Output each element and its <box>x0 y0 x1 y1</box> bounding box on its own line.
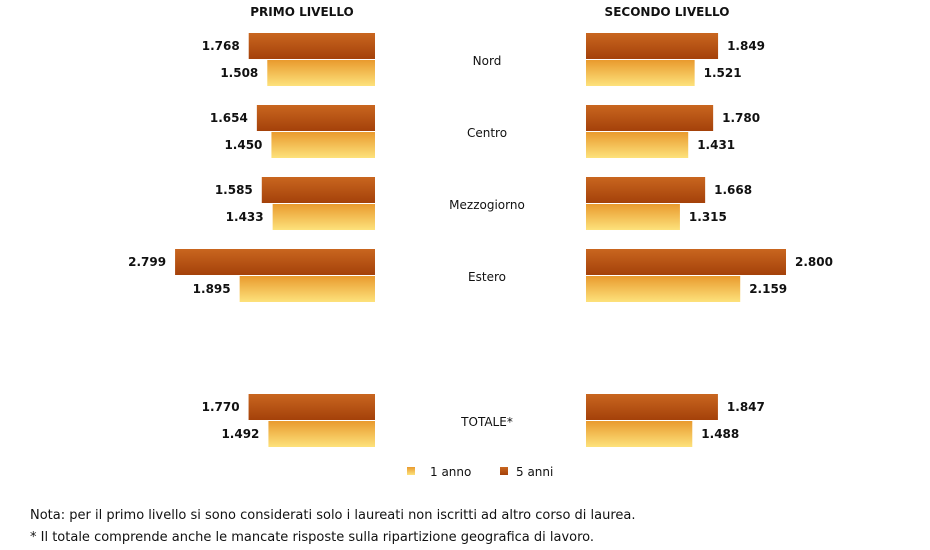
bar-secondo-5-anni-mezzogiorno <box>586 177 706 203</box>
bar-secondo-1-anno-estero <box>586 276 741 302</box>
label-secondo-5-anni-estero: 2.800 <box>795 255 833 269</box>
category-label-estero: Estero <box>468 270 506 284</box>
bar-primo-5-anni-centro <box>256 105 375 131</box>
category-label-centro: Centro <box>467 126 507 140</box>
label-secondo-1-anno-totale: 1.488 <box>701 427 739 441</box>
bar-secondo-5-anni-estero <box>586 249 786 275</box>
footnote-totale: * Il totale comprende anche le mancate r… <box>30 530 595 545</box>
label-primo-5-anni-centro: 1.654 <box>210 111 248 125</box>
bar-primo-1-anno-nord <box>267 60 375 86</box>
bar-secondo-1-anno-mezzogiorno <box>586 204 680 230</box>
bar-primo-5-anni-mezzogiorno <box>261 177 375 203</box>
label-primo-1-anno-totale: 1.492 <box>221 427 259 441</box>
bar-primo-1-anno-centro <box>271 132 375 158</box>
label-secondo-5-anni-mezzogiorno: 1.668 <box>714 183 752 197</box>
bar-secondo-5-anni-nord <box>586 33 719 59</box>
panel-title-primo: PRIMO LIVELLO <box>250 5 353 19</box>
bar-primo-5-anni-totale <box>248 394 375 420</box>
bar-primo-5-anni-nord <box>248 33 375 59</box>
label-secondo-5-anni-totale: 1.847 <box>727 400 765 414</box>
category-label-nord: Nord <box>473 54 502 68</box>
category-label-totale: TOTALE* <box>460 415 513 429</box>
label-secondo-5-anni-nord: 1.849 <box>727 39 765 53</box>
label-primo-1-anno-mezzogiorno: 1.433 <box>226 210 264 224</box>
panel-title-secondo: SECONDO LIVELLO <box>605 5 730 19</box>
bar-secondo-1-anno-nord <box>586 60 695 86</box>
label-secondo-1-anno-mezzogiorno: 1.315 <box>689 210 727 224</box>
bar-primo-5-anni-estero <box>175 249 375 275</box>
bar-secondo-1-anno-totale <box>586 421 693 447</box>
legend-label-1-anno: 1 anno <box>430 465 471 479</box>
bar-primo-1-anno-mezzogiorno <box>272 204 375 230</box>
bar-secondo-1-anno-centro <box>586 132 689 158</box>
footnote-nota: Nota: per il primo livello si sono consi… <box>30 508 636 523</box>
bar-primo-1-anno-totale <box>268 421 375 447</box>
label-primo-1-anno-centro: 1.450 <box>224 138 262 152</box>
bar-secondo-5-anni-centro <box>586 105 714 131</box>
label-secondo-1-anno-centro: 1.431 <box>697 138 735 152</box>
label-primo-1-anno-estero: 1.895 <box>193 282 231 296</box>
bar-secondo-5-anni-totale <box>586 394 718 420</box>
legend-swatch-5-anni <box>500 467 508 475</box>
label-secondo-1-anno-nord: 1.521 <box>704 66 742 80</box>
category-label-mezzogiorno: Mezzogiorno <box>449 198 525 212</box>
label-primo-1-anno-nord: 1.508 <box>220 66 258 80</box>
legend-label-5-anni: 5 anni <box>516 465 553 479</box>
label-primo-5-anni-estero: 2.799 <box>128 255 166 269</box>
label-secondo-5-anni-centro: 1.780 <box>722 111 760 125</box>
label-secondo-1-anno-estero: 2.159 <box>749 282 787 296</box>
legend-swatch-1-anno <box>407 467 415 475</box>
bar-chart: PRIMO LIVELLO SECONDO LIVELLO 1.768 1.849… <box>128 5 833 479</box>
label-primo-5-anni-nord: 1.768 <box>202 39 240 53</box>
label-primo-5-anni-mezzogiorno: 1.585 <box>215 183 253 197</box>
label-primo-5-anni-totale: 1.770 <box>202 400 240 414</box>
bar-primo-1-anno-estero <box>239 276 375 302</box>
